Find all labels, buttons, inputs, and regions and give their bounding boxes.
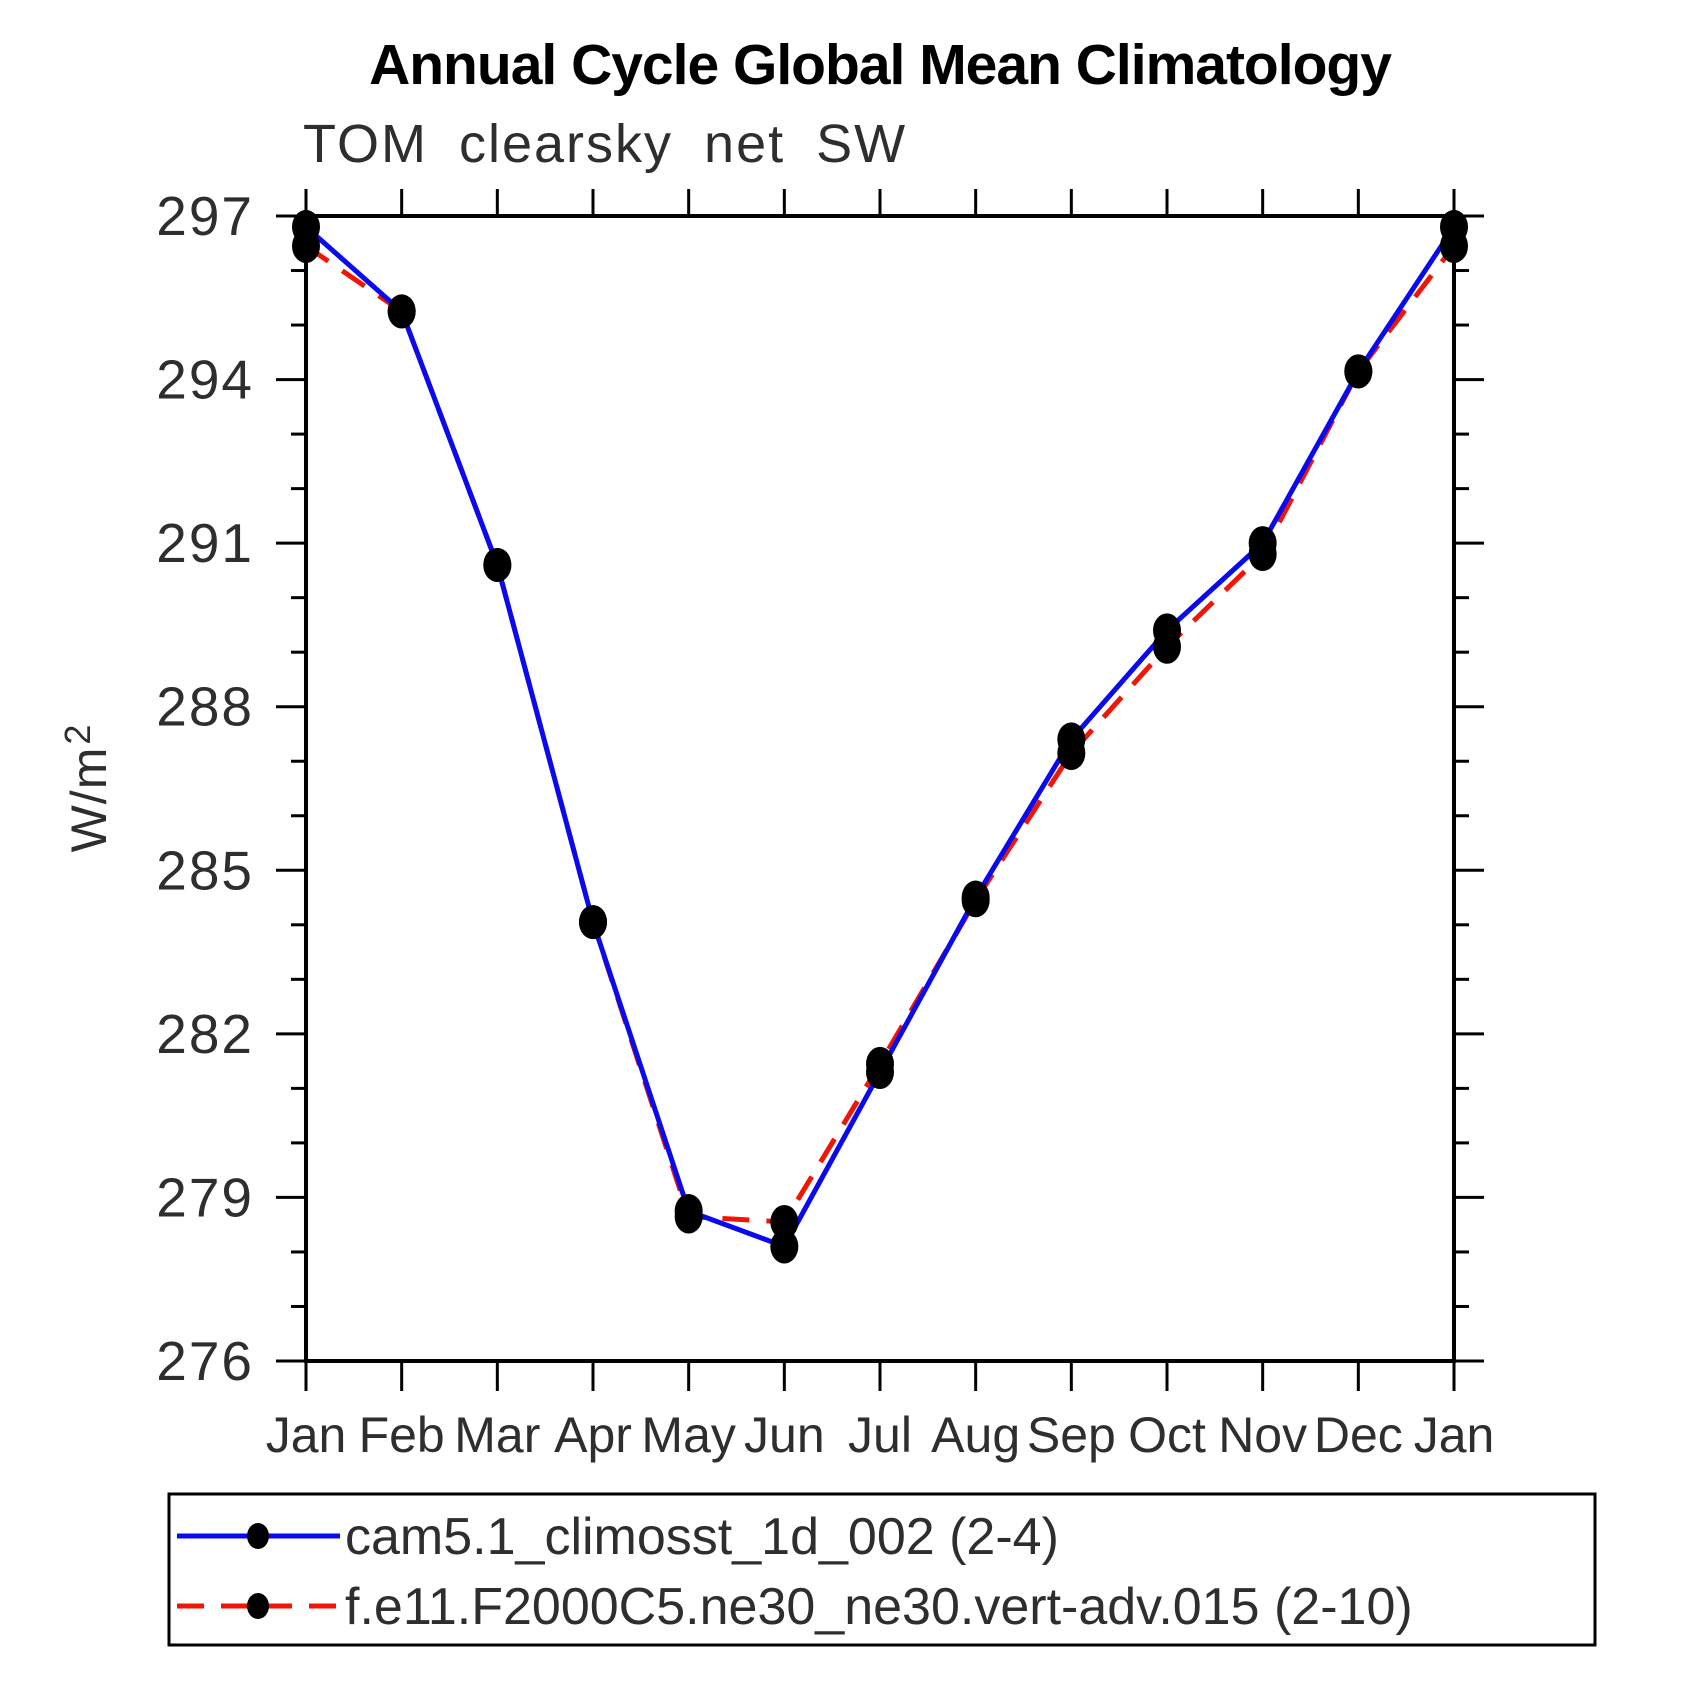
data-point-marker bbox=[1057, 736, 1086, 771]
y-tick-label: 282 bbox=[156, 1003, 254, 1065]
chart-title: Annual Cycle Global Mean Climatology bbox=[369, 33, 1392, 97]
series-line-solid bbox=[304, 225, 1457, 1250]
x-tick-label: Nov bbox=[1218, 1407, 1307, 1463]
legend-marker-sample bbox=[247, 1523, 269, 1549]
chart-subtitle: TOM clearsky net SW bbox=[303, 114, 907, 174]
data-point-marker bbox=[483, 547, 512, 582]
data-point-marker bbox=[292, 228, 320, 263]
data-point-marker bbox=[579, 905, 607, 940]
x-tick-label: Mar bbox=[454, 1407, 540, 1463]
x-tick-label: Jan bbox=[1414, 1407, 1495, 1463]
data-point-marker bbox=[866, 1046, 894, 1081]
x-tick-label: Oct bbox=[1128, 1407, 1206, 1463]
data-point-marker bbox=[770, 1229, 799, 1264]
x-tick-label: Jul bbox=[848, 1407, 912, 1463]
y-tick-label: 285 bbox=[156, 839, 254, 901]
x-tick-label: May bbox=[641, 1407, 735, 1463]
data-point-marker bbox=[1248, 537, 1277, 572]
data-point-marker bbox=[961, 883, 990, 918]
legend-label-series-1: cam5.1_climosst_1d_002 (2-4) bbox=[345, 1508, 1059, 1566]
x-tick-label: Jan bbox=[266, 1407, 347, 1463]
legend-frame bbox=[167, 1492, 1597, 1647]
y-tick-label: 291 bbox=[156, 512, 254, 574]
plot-area: Jan Feb Mar Apr May Jun Jul Aug Sep Oct Nov Dec Jan2… bbox=[156, 185, 1494, 1463]
y-axis-title: W/m2 bbox=[57, 724, 117, 853]
data-point-marker bbox=[1344, 354, 1373, 389]
y-tick-label: 276 bbox=[156, 1330, 254, 1392]
legend-label-series-2: f.e11.F2000C5.ne30_ne30.vert-adv.015 (2-… bbox=[345, 1578, 1413, 1636]
y-tick-label: 279 bbox=[156, 1166, 254, 1228]
legend-samples bbox=[177, 1523, 340, 1619]
data-point-marker bbox=[1153, 629, 1181, 664]
axis-frame bbox=[304, 214, 1456, 1363]
x-tick-label: Sep bbox=[1027, 1407, 1116, 1463]
y-axis-title-exponent: 2 bbox=[57, 724, 98, 745]
data-point-marker bbox=[674, 1199, 703, 1234]
data-point-marker bbox=[770, 1204, 799, 1239]
x-tick-label: Apr bbox=[554, 1407, 632, 1463]
y-tick-label: 297 bbox=[156, 185, 254, 247]
x-tick-label: Jun bbox=[744, 1407, 825, 1463]
legend: cam5.1_climosst_1d_002 (2-4) f.e11.F2000… bbox=[167, 1492, 1597, 1647]
x-tick-label: Aug bbox=[931, 1407, 1020, 1463]
legend-marker-sample bbox=[247, 1593, 269, 1619]
data-point-marker bbox=[387, 294, 416, 329]
x-tick-label: Dec bbox=[1314, 1407, 1403, 1463]
y-tick-label: 294 bbox=[156, 349, 254, 411]
data-point-marker bbox=[1440, 228, 1468, 263]
x-tick-label: Feb bbox=[359, 1407, 445, 1463]
y-axis-title-unit: W/m bbox=[61, 747, 117, 853]
y-tick-label: 288 bbox=[156, 676, 254, 738]
